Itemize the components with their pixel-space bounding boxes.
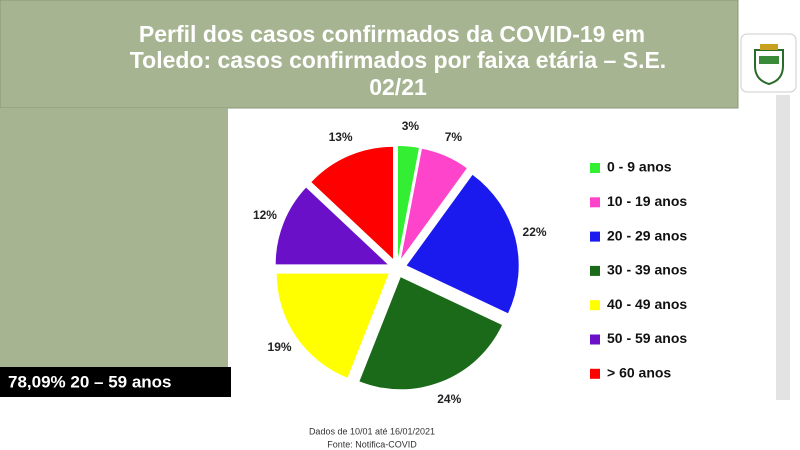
title: Perfil dos casos confirmados da COVID-19… [139,21,645,47]
side-panel [0,108,228,396]
data-label: 13% [329,130,353,144]
legend-swatch [590,368,600,379]
legend-swatch [590,231,600,242]
pie-slice [397,146,419,259]
data-label: 7% [445,130,463,144]
legend-label: 10 - 19 anos [607,193,687,209]
pie-slice [311,146,394,259]
title: 02/21 [369,74,427,100]
data-label: 24% [437,392,461,406]
legend-swatch [590,197,600,208]
side-stripe [776,95,790,400]
data-label: 3% [402,119,420,133]
legend-swatch [590,163,600,173]
legend-swatch [590,265,600,276]
footer: Dados de 10/01 até 16/01/2021 [309,426,435,436]
highlight-box [0,367,231,397]
legend-label: 20 - 29 anos [607,227,687,243]
logo [740,33,797,93]
pie-slice [400,148,467,259]
data-label: 19% [268,340,292,354]
pie-slice [359,277,503,390]
title-band [0,0,739,109]
footer: Fonte: Notifica-COVID [327,439,417,449]
highlight-text: 78,09% 20 – 59 anos [8,372,172,391]
legend-label: 0 - 9 anos [607,159,672,175]
title: Toledo: casos confirmados por faixa etár… [130,47,666,73]
data-label: 12% [253,208,277,222]
legend-label: 50 - 59 anos [607,330,687,346]
data-label: 22% [523,225,547,239]
pie-slice [276,273,389,378]
pie-slice [406,174,519,314]
legend-swatch [590,300,600,311]
legend-label: 30 - 39 anos [607,262,687,278]
legend-label: > 60 anos [607,365,671,381]
legend-label: 40 - 49 anos [607,296,687,312]
legend-swatch [590,334,600,345]
pie-slice [275,187,388,265]
